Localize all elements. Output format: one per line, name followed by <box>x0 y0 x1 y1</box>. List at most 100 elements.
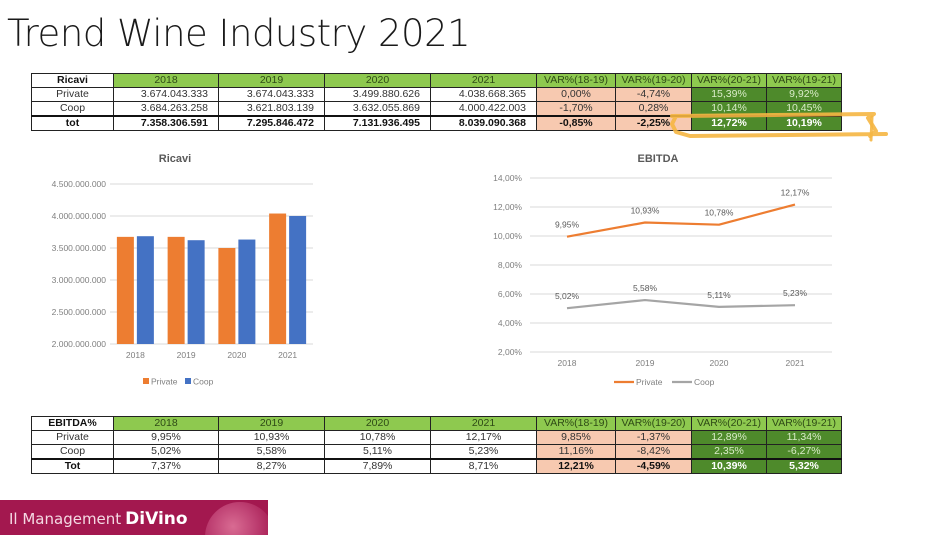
row-label: Private <box>31 87 114 102</box>
svg-text:2.000.000.000: 2.000.000.000 <box>52 339 107 349</box>
table-cell: -2,25% <box>615 115 692 131</box>
svg-text:2018: 2018 <box>558 358 577 368</box>
svg-text:4,00%: 4,00% <box>498 318 523 328</box>
table-cell: 11,34% <box>766 430 842 445</box>
svg-text:4.000.000.000: 4.000.000.000 <box>52 211 107 221</box>
ricavi-table: Ricavi 2018 2019 2020 2021 VAR%(18-19) V… <box>31 73 842 131</box>
table-cell: 5,32% <box>766 458 842 474</box>
table-cell: 10,78% <box>324 430 431 445</box>
table-cell: 12,89% <box>691 430 767 445</box>
svg-text:5,02%: 5,02% <box>555 291 580 301</box>
table-cell: 3.632.055.869 <box>324 101 431 117</box>
ricavi-bar-chart: Ricavi 2.000.000.000 2.500.000.000 3.000.0… <box>52 153 313 387</box>
svg-text:5,23%: 5,23% <box>783 288 808 298</box>
chart-title: EBITDA <box>638 153 679 165</box>
table-cell: -1,70% <box>536 101 616 117</box>
chart-legend: Private Coop <box>614 377 715 387</box>
table-cell: 3.674.043.333 <box>218 87 325 102</box>
column-header: VAR%(19-20) <box>615 416 692 431</box>
svg-text:3.500.000.000: 3.500.000.000 <box>52 243 107 253</box>
table-cell: 5,58% <box>218 444 325 460</box>
table-cell: 0,28% <box>615 101 692 117</box>
footer-brand-bar: Il Management DiVino <box>0 500 268 535</box>
table-cell: 10,93% <box>218 430 325 445</box>
column-header: VAR%(19-20) <box>615 73 692 88</box>
chart-gridlines <box>530 177 832 353</box>
row-label: tot <box>31 115 114 131</box>
brand-name: DiVino <box>125 509 188 529</box>
svg-text:2021: 2021 <box>278 350 297 360</box>
table-cell: 15,39% <box>691 87 767 102</box>
footer-label: Il Management DiVino <box>9 509 188 529</box>
table-row: Coop 3.684.263.258 3.621.803.139 3.632.0… <box>31 101 842 117</box>
table-cell: 8.039.090.368 <box>430 115 537 131</box>
svg-text:3.000.000.000: 3.000.000.000 <box>52 275 107 285</box>
svg-text:10,78%: 10,78% <box>705 208 734 218</box>
table-cell: 10,39% <box>691 458 767 474</box>
table-cell: -1,37% <box>615 430 692 445</box>
table-cell: 9,95% <box>113 430 219 445</box>
row-label: Coop <box>31 444 114 460</box>
table-cell: 5,23% <box>430 444 537 460</box>
column-header: VAR%(20-21) <box>691 73 767 88</box>
table-row: Private 3.674.043.333 3.674.043.333 3.49… <box>31 87 842 102</box>
page-title: Trend Wine Industry 2021 <box>7 12 471 55</box>
svg-text:2020: 2020 <box>710 358 729 368</box>
table-cell: 4.038.668.365 <box>430 87 537 102</box>
table-cell: -6,27% <box>766 444 842 460</box>
svg-text:12,00%: 12,00% <box>493 202 522 212</box>
svg-text:2019: 2019 <box>636 358 655 368</box>
svg-text:14,00%: 14,00% <box>493 173 522 183</box>
table-cell: -0,85% <box>536 115 616 131</box>
table-cell: 3.674.043.333 <box>113 87 219 102</box>
table-cell: 12,72% <box>691 115 767 131</box>
svg-text:Coop: Coop <box>694 377 715 387</box>
svg-text:6,00%: 6,00% <box>498 289 523 299</box>
table-cell: 10,14% <box>691 101 767 117</box>
table-cell: 7,37% <box>113 458 219 474</box>
column-header: 2018 <box>113 73 219 88</box>
table-cell: -8,42% <box>615 444 692 460</box>
table-row: Private 9,95% 10,93% 10,78% 12,17% 9,85%… <box>31 430 842 445</box>
table-cell: 5,02% <box>113 444 219 460</box>
table-cell: 3.684.263.258 <box>113 101 219 117</box>
svg-text:8,00%: 8,00% <box>498 260 523 270</box>
table-cell: 5,11% <box>324 444 431 460</box>
table-cell: 3.499.880.626 <box>324 87 431 102</box>
table-corner: EBITDA% <box>31 416 114 431</box>
column-header: 2020 <box>324 416 431 431</box>
table-cell: 3.621.803.139 <box>218 101 325 117</box>
row-label: Coop <box>31 101 114 117</box>
svg-text:Private: Private <box>636 377 663 387</box>
table-cell: 7,89% <box>324 458 431 474</box>
column-header: 2019 <box>218 73 325 88</box>
chart-legend: Private Coop <box>143 377 214 387</box>
svg-text:5,58%: 5,58% <box>633 283 658 293</box>
table-cell: 7.131.936.495 <box>324 115 431 131</box>
bar-series <box>116 213 307 344</box>
table-header-row: EBITDA% 2018 2019 2020 2021 VAR%(18-19) … <box>31 416 842 431</box>
x-axis-labels: 2018 2019 2020 2021 <box>558 358 805 368</box>
row-label: Private <box>31 430 114 445</box>
column-header: VAR%(20-21) <box>691 416 767 431</box>
table-cell: -4,74% <box>615 87 692 102</box>
svg-text:2,00%: 2,00% <box>498 347 523 357</box>
svg-text:10,00%: 10,00% <box>493 231 522 241</box>
svg-text:2021: 2021 <box>786 358 805 368</box>
svg-text:4.500.000.000: 4.500.000.000 <box>52 179 107 189</box>
svg-text:10,93%: 10,93% <box>631 206 660 216</box>
y-axis-labels: 2,00% 4,00% 6,00% 8,00% 10,00% 12,00% 14,00% <box>493 173 522 357</box>
svg-text:5,11%: 5,11% <box>707 290 731 300</box>
svg-text:9,95%: 9,95% <box>555 220 580 230</box>
table-cell: -4,59% <box>615 458 692 474</box>
chart-title: Ricavi <box>159 153 191 165</box>
table-cell: 9,85% <box>536 430 616 445</box>
table-corner: Ricavi <box>31 73 114 88</box>
table-total-row: Tot 7,37% 8,27% 7,89% 8,71% 12,21% -4,59… <box>31 458 842 474</box>
column-header: VAR%(19-21) <box>766 73 842 88</box>
table-row: Coop 5,02% 5,58% 5,11% 5,23% 11,16% -8,4… <box>31 444 842 460</box>
ebitda-table: EBITDA% 2018 2019 2020 2021 VAR%(18-19) … <box>31 416 842 474</box>
globe-decoration-icon <box>205 502 268 535</box>
y-axis-labels: 2.000.000.000 2.500.000.000 3.000.000.000 3… <box>52 179 107 349</box>
table-cell: 7.295.846.472 <box>218 115 325 131</box>
